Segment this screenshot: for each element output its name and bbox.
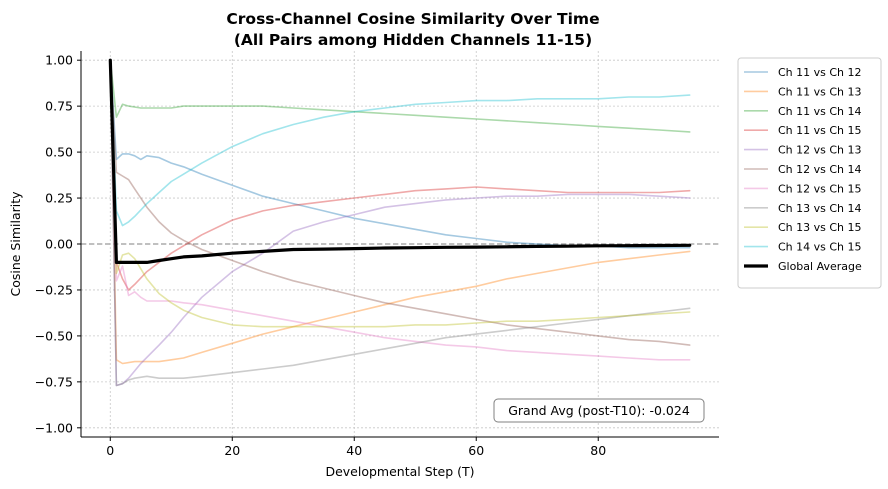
x-tick-label: 0 [106,443,114,458]
y-tick-label: 0.75 [45,99,73,114]
legend-label-global-average: Global Average [778,260,862,273]
series-line-ch-11-vs-ch-13 [109,59,691,365]
y-tick-label: 0.50 [45,145,73,160]
grid-lines [81,51,719,437]
y-tick-label: 1.00 [45,53,73,68]
series-lines [108,58,692,387]
series-line-ch-14-vs-ch-15 [109,59,691,227]
y-tick-label: 0.00 [45,237,73,252]
y-tick-label: −0.75 [35,374,73,389]
y-axis-label: Cosine Similarity [8,191,23,297]
x-tick-label: 20 [224,443,240,458]
x-tick-label: 60 [468,443,484,458]
legend-label-ch-11-vs-ch-13: Ch 11 vs Ch 13 [778,85,862,98]
legend-label-ch-12-vs-ch-13: Ch 12 vs Ch 13 [778,144,862,157]
series-line-ch-11-vs-ch-12 [109,59,691,249]
series-line-ch-12-vs-ch-13 [109,59,691,387]
legend-label-ch-11-vs-ch-15: Ch 11 vs Ch 15 [778,124,862,137]
axes [80,51,719,438]
series-line-global-average [108,58,692,264]
series-line-ch-13-vs-ch-14 [109,59,691,387]
x-ticks: 0 20 40 60 80 [106,437,606,458]
y-tick-label: 0.25 [45,191,73,206]
y-tick-label: −0.50 [35,328,73,343]
legend-label-ch-11-vs-ch-12: Ch 11 vs Ch 12 [778,66,862,79]
series-line-ch-12-vs-ch-14 [109,59,691,346]
legend: Ch 11 vs Ch 12 Ch 11 vs Ch 13 Ch 11 vs Ch … [737,57,882,289]
legend-label-ch-12-vs-ch-14: Ch 12 vs Ch 14 [778,163,862,176]
x-tick-label: 80 [590,443,606,458]
x-axis-label: Developmental Step (T) [325,464,474,479]
legend-label-ch-11-vs-ch-14: Ch 11 vs Ch 14 [778,105,862,118]
annotation-box: Grand Avg (post-T10): -0.024 [493,398,705,423]
legend-frame [737,57,882,289]
legend-label-ch-12-vs-ch-15: Ch 12 vs Ch 15 [778,182,862,195]
series-line-ch-13-vs-ch-15 [109,59,691,328]
legend-label-ch-13-vs-ch-14: Ch 13 vs Ch 14 [778,202,862,215]
x-tick-label: 40 [346,443,362,458]
legend-label-ch-14-vs-ch-15: Ch 14 vs Ch 15 [778,241,862,254]
chart-title-line1: Cross-Channel Cosine Similarity Over Tim… [226,10,599,28]
legend-label-ch-13-vs-ch-15: Ch 13 vs Ch 15 [778,221,862,234]
series-line-ch-11-vs-ch-14 [109,59,691,133]
series-line-ch-12-vs-ch-15 [109,59,691,361]
chart-title-line2: (All Pairs among Hidden Channels 11-15) [234,31,592,49]
y-tick-label: −1.00 [35,420,73,435]
y-ticks: −1.00 −0.75 −0.50 −0.25 0.00 0.25 0.50 0.75 1.00 [35,53,81,435]
grand-average-annotation: Grand Avg (post-T10): -0.024 [508,403,690,418]
y-tick-label: −0.25 [35,282,73,297]
series-line-ch-11-vs-ch-15 [109,59,691,291]
